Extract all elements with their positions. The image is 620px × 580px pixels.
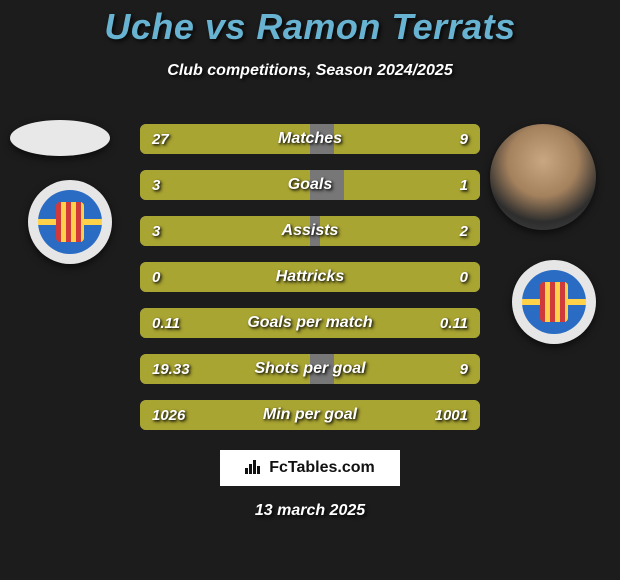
stat-label: Hattricks	[140, 262, 480, 292]
crest-graphic	[38, 190, 102, 254]
brand-box: FcTables.com	[220, 450, 400, 486]
stat-label: Matches	[140, 124, 480, 154]
stat-label: Goals per match	[140, 308, 480, 338]
page-title: Uche vs Ramon Terrats	[0, 6, 620, 48]
club-crest-left	[28, 180, 112, 264]
stat-row: 31Goals	[140, 170, 480, 200]
footer-date: 13 march 2025	[0, 502, 620, 520]
page-subtitle: Club competitions, Season 2024/2025	[0, 62, 620, 80]
crest-stripes	[56, 202, 84, 242]
stat-label: Goals	[140, 170, 480, 200]
club-crest-right	[512, 260, 596, 344]
stat-row: 279Matches	[140, 124, 480, 154]
player-right-avatar	[490, 124, 596, 230]
stat-label: Min per goal	[140, 400, 480, 430]
crest-graphic	[522, 270, 586, 334]
stat-row: 19.339Shots per goal	[140, 354, 480, 384]
stat-label: Shots per goal	[140, 354, 480, 384]
comparison-infographic: Uche vs Ramon Terrats Club competitions,…	[0, 0, 620, 580]
brand-label: FcTables.com	[269, 459, 375, 477]
stat-row: 00Hattricks	[140, 262, 480, 292]
stat-label: Assists	[140, 216, 480, 246]
crest-stripes	[540, 282, 568, 322]
stat-row: 10261001Min per goal	[140, 400, 480, 430]
chart-icon	[245, 458, 263, 479]
player-left-avatar	[10, 120, 110, 156]
stat-row: 0.110.11Goals per match	[140, 308, 480, 338]
stats-bars: 279Matches 31Goals 32Assists 00Hattricks 0.1…	[140, 124, 480, 446]
stat-row: 32Assists	[140, 216, 480, 246]
